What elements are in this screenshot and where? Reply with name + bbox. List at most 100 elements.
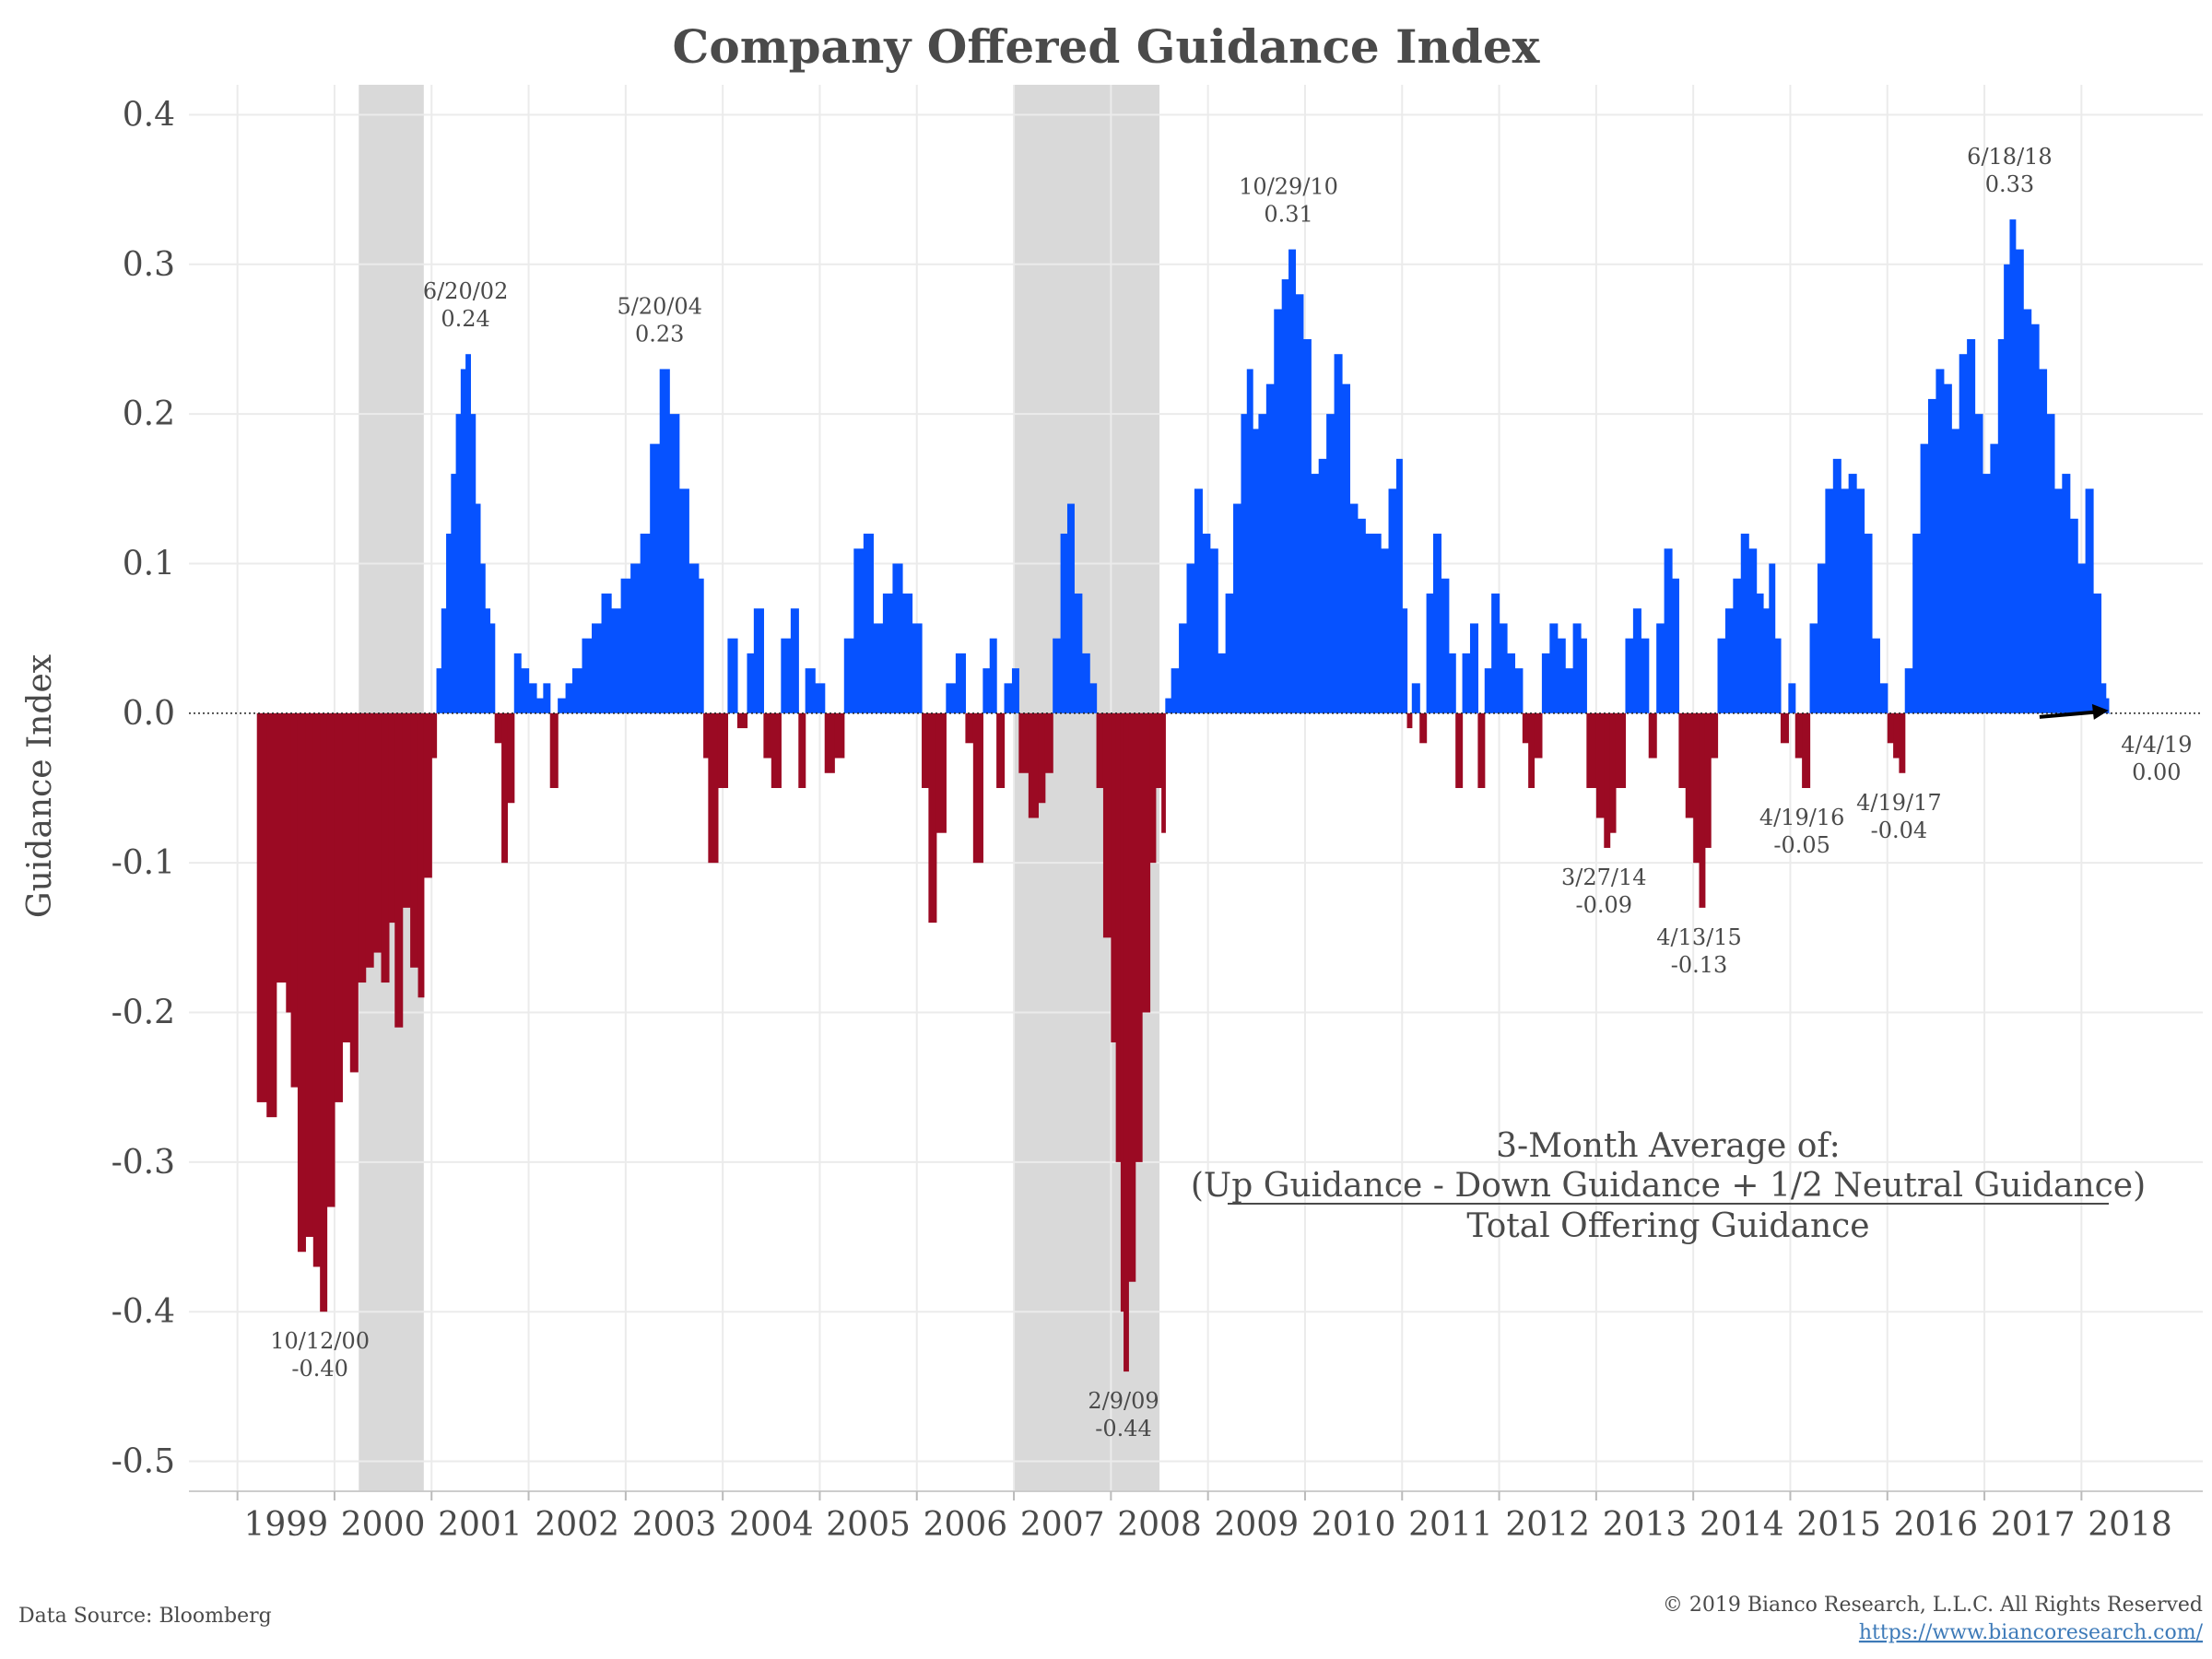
bar xyxy=(1253,429,1260,713)
bar xyxy=(1044,712,1053,773)
x-tick-label: 2000 xyxy=(341,1506,426,1544)
bar xyxy=(494,712,502,744)
bar xyxy=(2105,698,2110,713)
bar xyxy=(2023,309,2032,713)
bar xyxy=(965,712,974,744)
bar xyxy=(582,638,593,713)
bar xyxy=(630,563,641,713)
y-tick-label: 0.0 xyxy=(123,695,175,733)
bar xyxy=(423,712,432,878)
bar xyxy=(1717,638,1726,713)
bar xyxy=(650,443,661,713)
bar xyxy=(1288,249,1297,713)
bar xyxy=(601,593,612,713)
bar xyxy=(853,548,865,713)
website-link[interactable]: https://www.biancoresearch.com/ xyxy=(1859,1621,2204,1644)
bar xyxy=(1514,668,1524,713)
bar xyxy=(611,608,622,713)
bar xyxy=(1258,414,1267,713)
bar xyxy=(1004,683,1013,713)
bar xyxy=(747,653,755,713)
bar xyxy=(2062,474,2071,713)
bar xyxy=(521,668,530,713)
bar xyxy=(1028,712,1039,818)
bar xyxy=(1788,683,1796,713)
bar xyxy=(276,712,287,983)
bar xyxy=(771,712,782,788)
bar xyxy=(1334,354,1343,713)
bar xyxy=(1179,623,1188,713)
bar xyxy=(1060,534,1068,713)
bar xyxy=(1089,683,1098,713)
bar xyxy=(1081,653,1090,713)
bar xyxy=(698,578,704,713)
bar xyxy=(1586,712,1597,788)
bar xyxy=(479,563,486,713)
bar xyxy=(1581,638,1587,713)
bar xyxy=(1664,548,1673,713)
bar xyxy=(763,712,772,759)
bar xyxy=(1311,474,1320,713)
bar xyxy=(1038,712,1046,804)
bar xyxy=(1265,383,1275,713)
bar xyxy=(1365,534,1374,713)
bar xyxy=(1053,638,1062,713)
bar xyxy=(1951,429,1960,713)
y-tick-label: -0.2 xyxy=(112,994,175,1032)
bar xyxy=(1349,503,1359,713)
bar xyxy=(2069,518,2078,713)
bar xyxy=(946,683,957,713)
bar xyxy=(2100,683,2107,713)
copyright: © 2019 Bianco Research, L.L.C. All Right… xyxy=(1663,1594,2203,1617)
bar xyxy=(1959,354,1968,713)
bar xyxy=(1522,712,1529,744)
bar xyxy=(2004,264,2011,713)
bar xyxy=(1711,712,1719,759)
bar xyxy=(1724,608,1734,713)
bar xyxy=(1448,653,1456,713)
bar xyxy=(1241,414,1248,713)
bar xyxy=(485,608,491,713)
bar xyxy=(1388,488,1397,713)
bar xyxy=(703,712,709,759)
bar xyxy=(334,712,343,1102)
annotation-10-12-00: 10/12/00-0.40 xyxy=(270,1328,370,1382)
bar xyxy=(305,712,314,1238)
bar xyxy=(470,414,477,713)
bar xyxy=(736,712,748,729)
bar xyxy=(1155,712,1162,788)
axes: 0.4 0.3 0.2 0.1 0.0 -0.1 -0.2 -0.3 -0.4 -0.5 1999 2… xyxy=(112,96,2203,1544)
annotation-5-20-04: 5/20/040.23 xyxy=(617,293,702,347)
annotation-value: 0.00 xyxy=(2132,759,2181,785)
bar xyxy=(1218,653,1227,713)
bar xyxy=(1920,443,1929,713)
bar xyxy=(1974,414,1983,713)
bar xyxy=(1246,369,1253,713)
bar xyxy=(1111,712,1117,1042)
bar xyxy=(455,414,462,713)
bar xyxy=(475,503,481,713)
bar xyxy=(1469,623,1478,713)
bar xyxy=(727,638,738,713)
bar xyxy=(1281,279,1289,713)
bar xyxy=(2009,219,2017,713)
x-tick-label: 2010 xyxy=(1312,1506,1396,1544)
annotation-4-13-15: 4/13/15-0.13 xyxy=(1656,924,1742,978)
bar xyxy=(1274,309,1283,713)
bar xyxy=(843,638,854,713)
bar xyxy=(1318,458,1327,713)
annotation-value: 0.31 xyxy=(1264,202,1312,228)
bar xyxy=(320,712,328,1312)
bar xyxy=(381,712,390,983)
bar xyxy=(1794,712,1803,759)
y-tick-label: 0.4 xyxy=(123,96,175,134)
annotation-date: 4/19/17 xyxy=(1856,790,1942,816)
bar xyxy=(1491,593,1500,713)
bar xyxy=(2015,249,2024,713)
bar xyxy=(1102,712,1112,938)
annotation-value: -0.05 xyxy=(1773,832,1830,858)
bar xyxy=(410,712,419,968)
x-tick-label: 2006 xyxy=(924,1506,1008,1544)
annotation-value: -0.09 xyxy=(1576,892,1633,918)
bar xyxy=(1096,712,1104,788)
